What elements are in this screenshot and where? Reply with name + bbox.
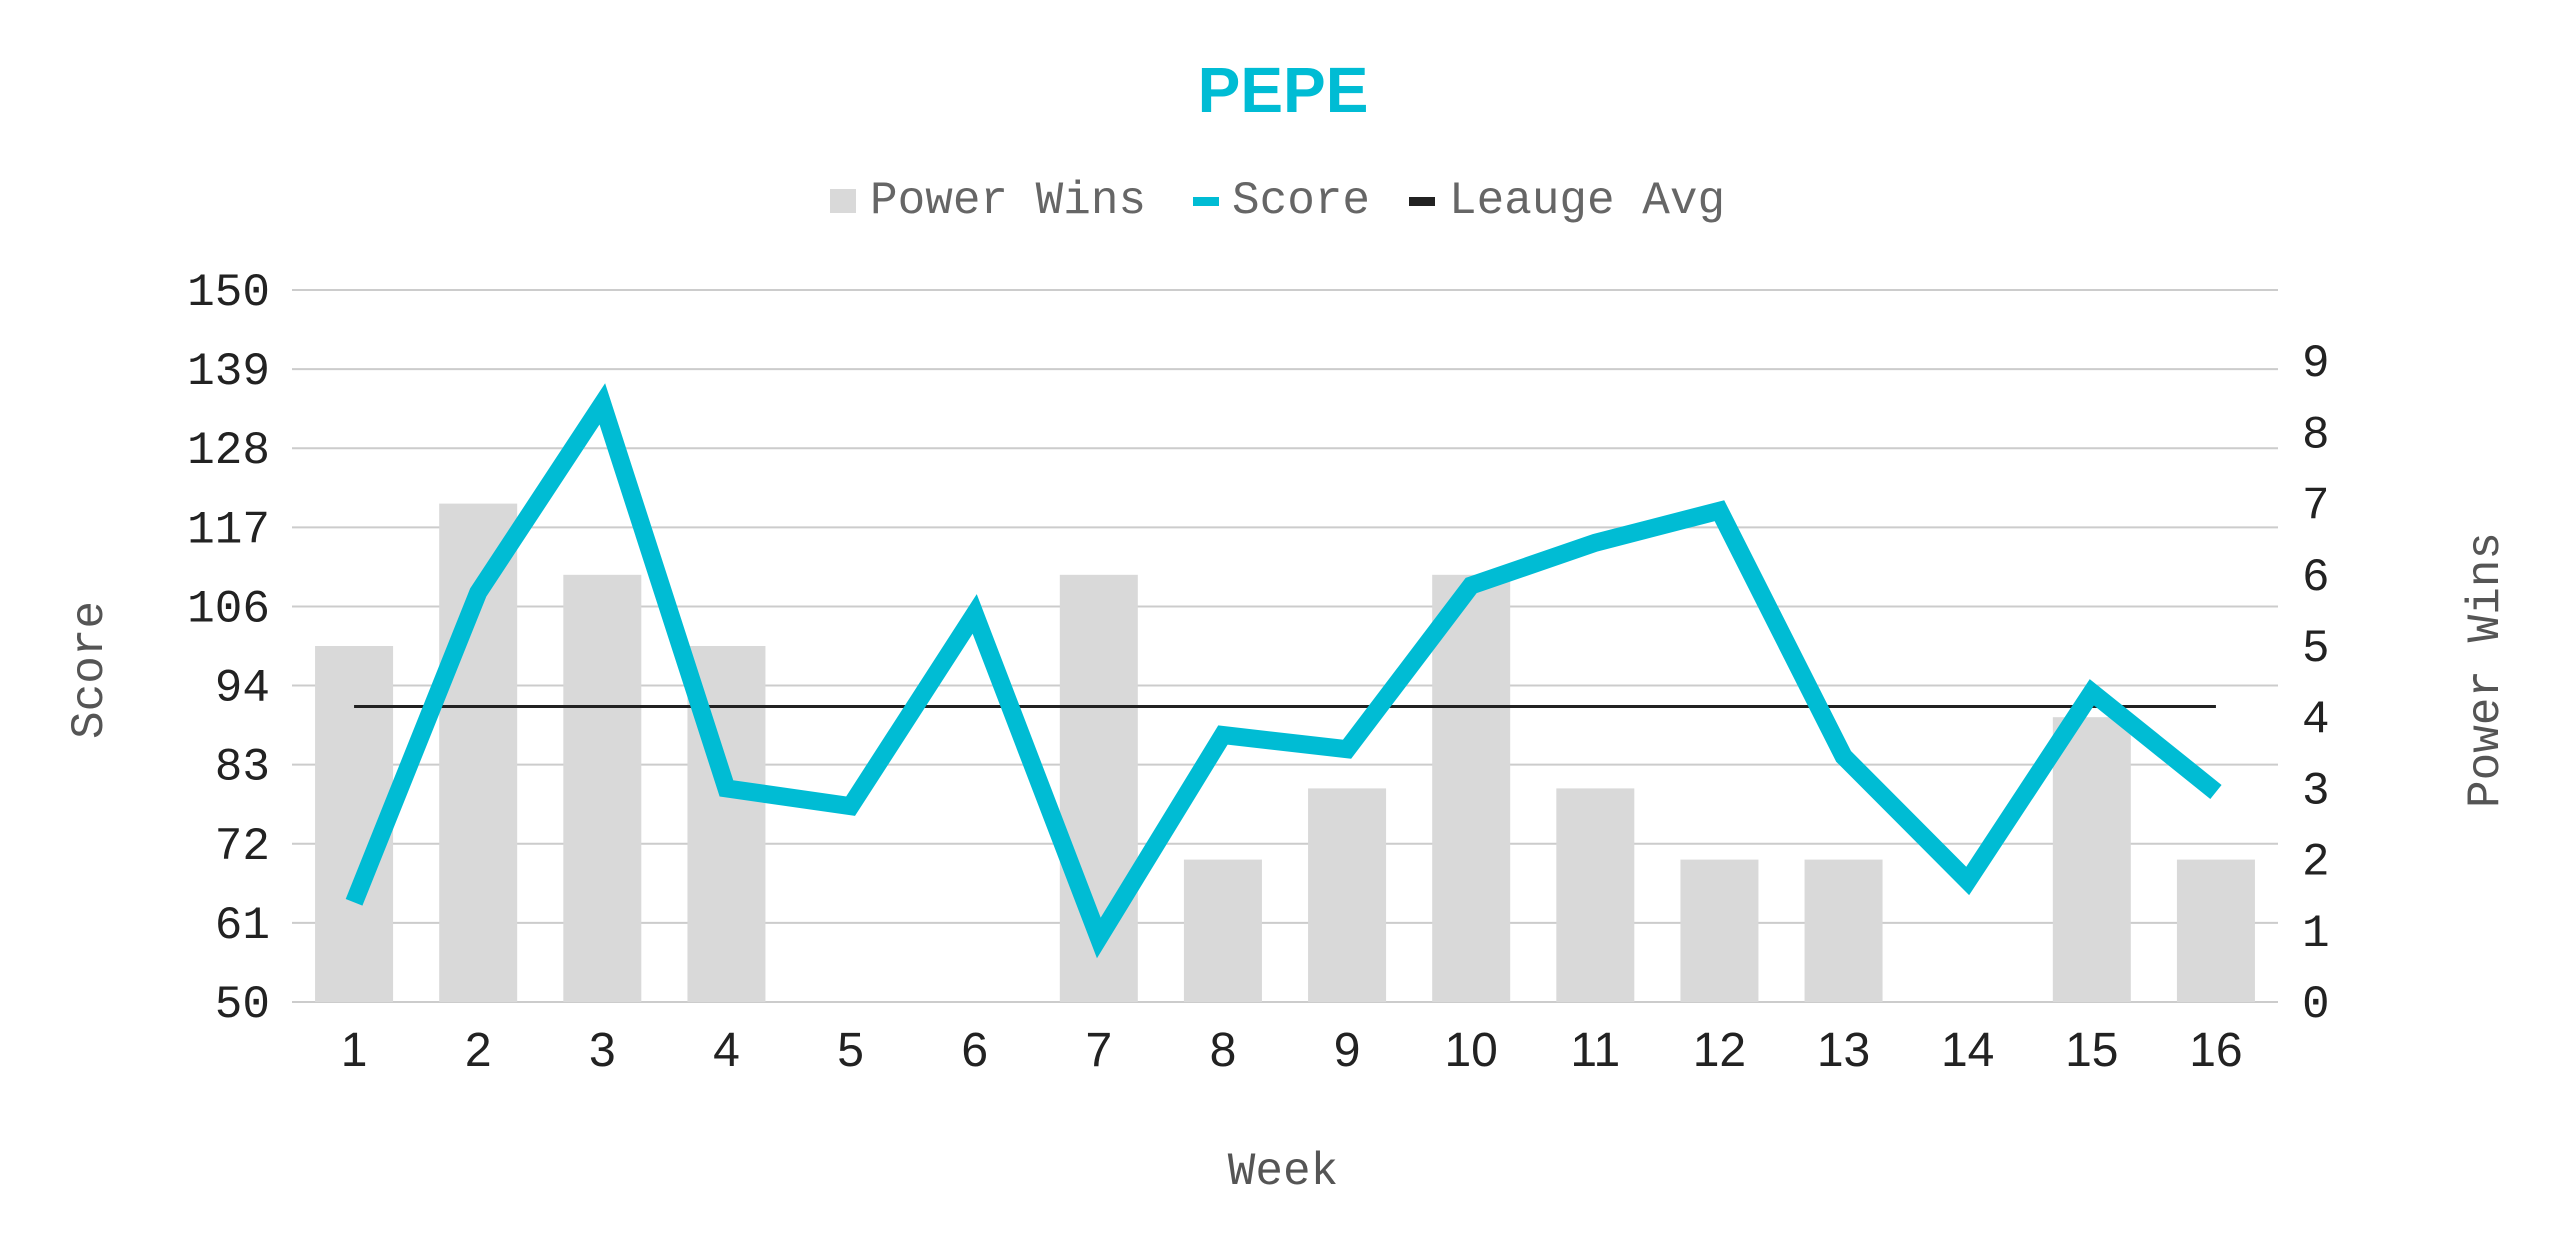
x-tick-label: 9 <box>1334 1024 1361 1077</box>
y2-axis-label: Power Wins <box>2460 532 2512 808</box>
legend-label-score: Score <box>1232 175 1370 227</box>
y2-tick-label: 0 <box>2302 979 2330 1031</box>
bar-power-wins <box>563 574 642 1002</box>
y2-tick-label: 5 <box>2302 623 2330 675</box>
x-tick-label: 1 <box>341 1024 368 1077</box>
x-tick-label: 10 <box>1444 1024 1497 1077</box>
x-tick-label: 13 <box>1817 1024 1870 1077</box>
bar-power-wins <box>2176 859 2255 1002</box>
x-tick-label: 4 <box>713 1024 740 1077</box>
x-tick-label: 3 <box>589 1024 616 1077</box>
y-tick-label: 150 <box>187 267 270 319</box>
x-tick-label: 8 <box>1210 1024 1237 1077</box>
bar-power-wins <box>2052 717 2131 1002</box>
x-axis-label: Week <box>1228 1146 1338 1198</box>
y-tick-label: 117 <box>187 504 270 556</box>
y-tick-label: 61 <box>215 900 270 952</box>
y2-tick-label: 7 <box>2302 481 2330 533</box>
y-tick-label: 72 <box>215 821 270 873</box>
x-tick-label: 14 <box>1941 1024 1994 1077</box>
y-axis-right-ticks: 0 1 2 3 4 5 6 7 8 9 <box>2302 338 2330 1031</box>
x-tick-label: 6 <box>961 1024 988 1077</box>
x-tick-label: 11 <box>1570 1024 1620 1077</box>
legend-swatch-score <box>1193 197 1219 206</box>
legend-label-league-avg: Leauge Avg <box>1449 175 1725 227</box>
y-axis-label: Score <box>64 601 116 739</box>
x-axis-ticks: 1 2 3 4 5 6 7 8 9 10 11 12 13 14 15 16 <box>341 1024 2243 1077</box>
x-tick-label: 16 <box>2189 1024 2242 1077</box>
bar-power-wins <box>1308 788 1387 1002</box>
y-tick-label: 83 <box>215 742 270 794</box>
legend: Power Wins Score Leauge Avg <box>830 175 1725 227</box>
x-tick-label: 2 <box>465 1024 492 1077</box>
score-lines <box>345 383 2222 959</box>
score-line <box>345 383 2222 959</box>
bar-power-wins <box>1680 859 1759 1002</box>
chart-title: PEPE <box>1198 54 1369 126</box>
y2-tick-label: 8 <box>2302 409 2330 461</box>
power-wins-bars <box>315 503 2255 1002</box>
x-tick-label: 7 <box>1085 1024 1112 1077</box>
y2-tick-label: 1 <box>2302 908 2330 960</box>
y-tick-label: 50 <box>215 979 270 1031</box>
x-tick-label: 5 <box>837 1024 864 1077</box>
y2-tick-label: 2 <box>2302 837 2330 889</box>
legend-swatch-league-avg <box>1409 197 1435 206</box>
bar-power-wins <box>1556 788 1635 1002</box>
x-tick-label: 12 <box>1693 1024 1746 1077</box>
legend-swatch-power-wins <box>830 189 856 213</box>
y2-tick-label: 3 <box>2302 765 2330 817</box>
y2-tick-label: 6 <box>2302 552 2330 604</box>
x-tick-label: 15 <box>2065 1024 2118 1077</box>
y-tick-label: 94 <box>215 663 270 715</box>
y-tick-label: 106 <box>187 583 270 635</box>
y-axis-left-ticks: 50 61 72 83 94 106 117 128 139 150 <box>187 267 270 1031</box>
bar-power-wins <box>1804 859 1883 1002</box>
y-tick-label: 139 <box>187 346 270 398</box>
y2-tick-label: 4 <box>2302 694 2330 746</box>
y2-tick-label: 9 <box>2302 338 2330 390</box>
bar-power-wins <box>1432 574 1511 1002</box>
bar-power-wins <box>1183 859 1262 1002</box>
legend-label-power-wins: Power Wins <box>870 175 1146 227</box>
y-tick-label: 128 <box>187 425 270 477</box>
